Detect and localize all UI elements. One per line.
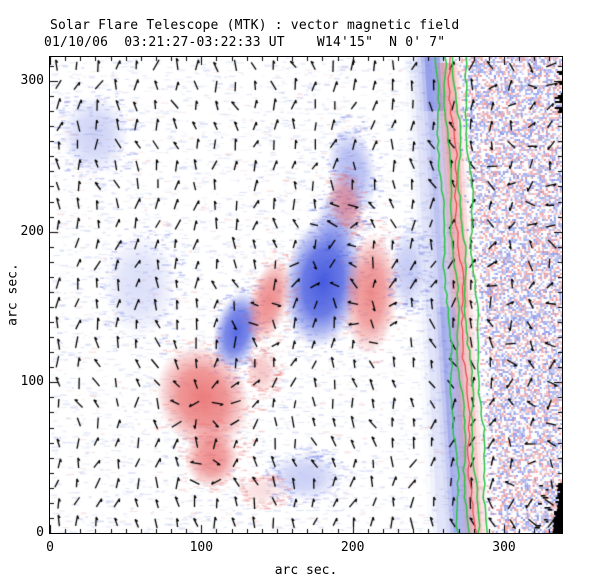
y-tick-label: 300 [20, 72, 44, 88]
magnetogram-canvas [50, 57, 562, 533]
y-tick-label: 200 [20, 223, 44, 239]
x-tick-label: 0 [46, 540, 54, 555]
observation-subtitle: 01/10/06 03:21:27-03:22:33 UT W14'15" N … [44, 35, 446, 50]
x-tick-label: 100 [189, 540, 214, 555]
x-tick-label: 300 [492, 540, 516, 555]
plot-frame [49, 56, 563, 534]
page-title: Solar Flare Telescope (MTK) : vector mag… [50, 18, 460, 33]
y-tick-label: 0 [36, 525, 44, 540]
y-axis-label: arc sec. [5, 263, 21, 326]
x-axis-label: arc sec. [274, 563, 338, 578]
y-tick-label: 100 [20, 374, 44, 390]
x-tick-label: 200 [340, 540, 365, 555]
